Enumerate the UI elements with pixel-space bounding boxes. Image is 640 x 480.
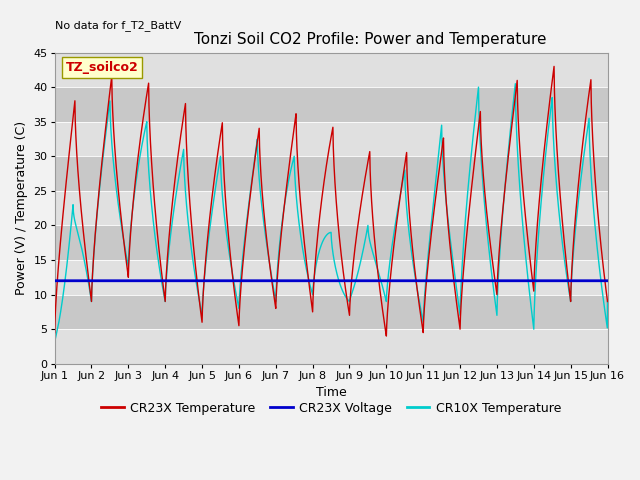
Bar xyxy=(54,191,607,226)
Bar xyxy=(54,329,607,364)
X-axis label: Time: Time xyxy=(316,386,346,399)
Y-axis label: Power (V) / Temperature (C): Power (V) / Temperature (C) xyxy=(15,121,28,295)
Text: TZ_soilco2: TZ_soilco2 xyxy=(66,61,138,74)
Legend: CR23X Temperature, CR23X Voltage, CR10X Temperature: CR23X Temperature, CR23X Voltage, CR10X … xyxy=(96,396,566,420)
Bar xyxy=(54,122,607,156)
Bar xyxy=(54,53,607,87)
Title: Tonzi Soil CO2 Profile: Power and Temperature: Tonzi Soil CO2 Profile: Power and Temper… xyxy=(193,32,546,47)
Bar xyxy=(54,260,607,295)
Text: No data for f_T2_BattV: No data for f_T2_BattV xyxy=(54,20,181,31)
